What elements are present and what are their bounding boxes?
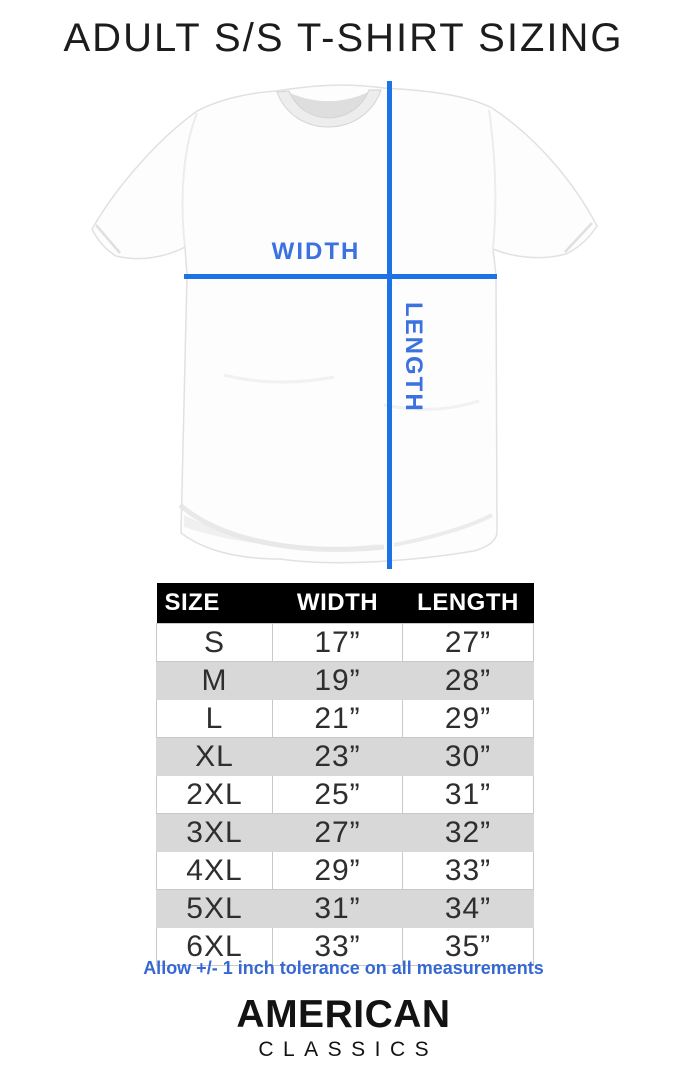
- table-cell: 34”: [402, 889, 534, 928]
- table-cell: 29”: [402, 699, 534, 738]
- column-header: LENGTH: [402, 583, 534, 624]
- table-row: 5XL 31” 34”: [156, 889, 534, 928]
- tshirt-photo-icon: [91, 84, 598, 564]
- table-row: 6XL 33” 35”: [156, 927, 534, 966]
- table-cell: 28”: [402, 661, 534, 700]
- table-cell: 25”: [272, 775, 403, 814]
- table-cell: 31”: [402, 775, 534, 814]
- table-cell: 17”: [272, 623, 403, 662]
- table-row: L 21” 29”: [156, 699, 534, 738]
- table-cell: 29”: [272, 851, 403, 890]
- table-row: S 17” 27”: [156, 623, 534, 662]
- table-cell: S: [156, 623, 273, 662]
- page-title: ADULT S/S T-SHIRT SIZING: [63, 16, 624, 60]
- brand-logo-secondary-text: CLASSICS: [258, 1037, 439, 1061]
- table-row: 3XL 27” 32”: [156, 813, 534, 852]
- size-table: SIZE WIDTH LENGTH S 17” 27” M 19” 28” L 21” 29” XL 2…: [156, 583, 534, 966]
- table-cell: 2XL: [156, 775, 273, 814]
- column-header: WIDTH: [272, 583, 403, 624]
- table-cell: 19”: [272, 661, 403, 700]
- table-cell: 23”: [272, 737, 403, 776]
- table-cell: 3XL: [156, 813, 273, 852]
- table-cell: 6XL: [156, 927, 273, 966]
- table-cell: 30”: [402, 737, 534, 776]
- size-table-header-row: SIZE WIDTH LENGTH: [156, 583, 534, 624]
- table-cell: 32”: [402, 813, 534, 852]
- table-cell: 27”: [272, 813, 403, 852]
- shirt-measurement-diagram: WIDTH LENGTH: [84, 75, 604, 575]
- brand-logo: AMERICAN CLASSICS: [0, 993, 687, 1062]
- width-measure-line: [184, 274, 497, 279]
- table-cell: L: [156, 699, 273, 738]
- table-cell: 27”: [402, 623, 534, 662]
- table-cell: 31”: [272, 889, 403, 928]
- table-cell: 21”: [272, 699, 403, 738]
- table-cell: 35”: [402, 927, 534, 966]
- table-cell: 33”: [402, 851, 534, 890]
- brand-logo-primary-text: AMERICAN: [236, 993, 451, 1036]
- table-cell: 5XL: [156, 889, 273, 928]
- length-measure-label: LENGTH: [400, 302, 427, 413]
- table-row: XL 23” 30”: [156, 737, 534, 776]
- table-row: M 19” 28”: [156, 661, 534, 700]
- table-row: 4XL 29” 33”: [156, 851, 534, 890]
- column-header: SIZE: [156, 583, 273, 624]
- tolerance-note: Allow +/- 1 inch tolerance on all measur…: [143, 958, 544, 978]
- table-cell: XL: [156, 737, 273, 776]
- length-measure-line: [387, 81, 392, 569]
- table-cell: 4XL: [156, 851, 273, 890]
- width-measure-label: WIDTH: [271, 238, 361, 265]
- table-cell: M: [156, 661, 273, 700]
- table-row: 2XL 25” 31”: [156, 775, 534, 814]
